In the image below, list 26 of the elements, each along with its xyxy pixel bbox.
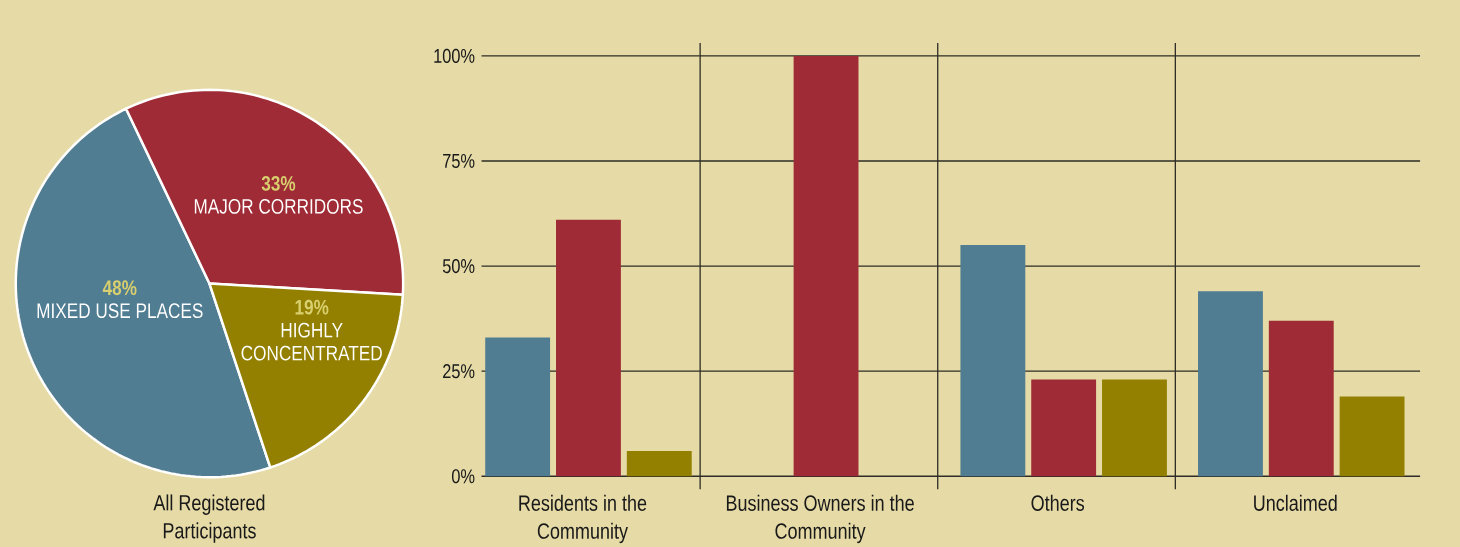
y-tick-label: 50% xyxy=(442,258,475,274)
bar xyxy=(793,55,859,477)
data-label: 19% xyxy=(295,299,329,315)
bar xyxy=(1198,291,1263,477)
bar xyxy=(556,219,621,477)
slice-label: MAJOR CORRIDORS xyxy=(194,198,363,214)
bar xyxy=(1339,396,1405,477)
x-tick-label: Others xyxy=(1031,494,1085,511)
bar xyxy=(1031,379,1097,477)
data-label: 48% xyxy=(102,280,137,296)
data-label: 33% xyxy=(261,175,296,191)
slice-label: HIGHLY CONCENTRATED xyxy=(241,322,382,361)
bar xyxy=(626,450,692,477)
bar xyxy=(960,245,1026,477)
y-tick-label: 25% xyxy=(443,364,475,379)
text: All Registered Participants xyxy=(153,494,265,543)
x-tick-label: Residents in the Community xyxy=(519,494,647,544)
slice-label: MIXED USE PLACES xyxy=(37,303,203,319)
x-tick-label: Business Owners in the Community xyxy=(726,494,914,544)
y-tick-label: 0% xyxy=(451,469,475,484)
y-tick-label: 100% xyxy=(434,48,475,63)
bar xyxy=(1102,379,1167,477)
bar xyxy=(485,337,551,477)
y-tick-label: 75% xyxy=(443,153,475,168)
x-tick-label: Unclaimed xyxy=(1254,494,1337,511)
bar xyxy=(1268,320,1334,477)
